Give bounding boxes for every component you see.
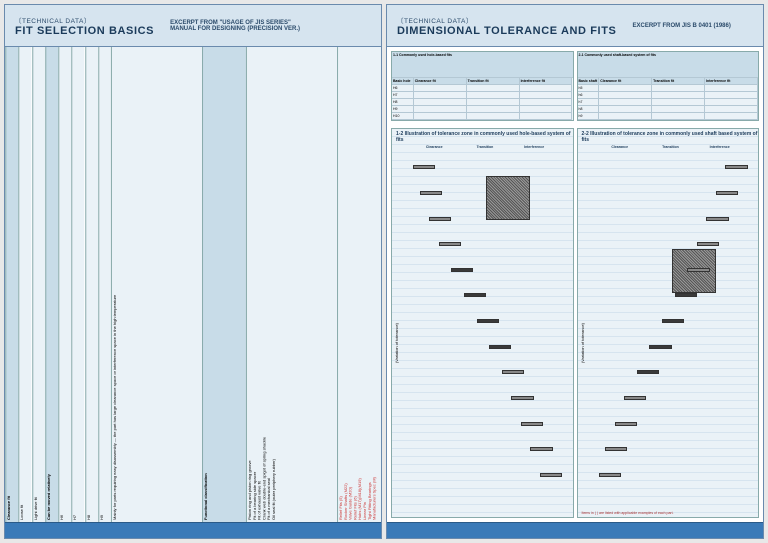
col-func: Functional classification xyxy=(202,47,246,522)
hole-fit-table: 1-1 Commonly used hole-based fits Basic … xyxy=(391,51,574,121)
col-h7: H7 xyxy=(71,47,84,522)
left-panel: 〔TECHNICAL DATA〕 FIT SELECTION BASICS EX… xyxy=(4,4,382,539)
left-content: Clearance fit Loose fit Light drive fit … xyxy=(5,47,381,522)
col-clearance-fit: Clearance fit xyxy=(5,47,18,522)
chart2-bars: Clearance Transition Interference xyxy=(596,147,755,513)
col-h8: H8 xyxy=(85,47,98,522)
right-panel: 〔TECHNICAL DATA〕 DIMENSIONAL TOLERANCE A… xyxy=(386,4,764,539)
col-app-ex: Piston ring and piston ring groove Fit o… xyxy=(246,47,337,522)
left-bracket: 〔TECHNICAL DATA〕 xyxy=(15,15,154,25)
col-h9: H9 xyxy=(98,47,111,522)
col-refs: Relief Fits (5) Rocker Shafts (M22) Valv… xyxy=(337,47,381,522)
col-h6: H6 xyxy=(58,47,71,522)
left-header: 〔TECHNICAL DATA〕 FIT SELECTION BASICS EX… xyxy=(5,5,381,47)
col-drive: Light drive fit xyxy=(32,47,45,522)
right-header: 〔TECHNICAL DATA〕 DIMENSIONAL TOLERANCE A… xyxy=(387,5,763,47)
tolerance-chart-hole: 1-2 Illustration of tolerance zone in co… xyxy=(391,128,574,518)
right-title: DIMENSIONAL TOLERANCE AND FITS xyxy=(397,25,616,37)
shaft-fit-table: 2-1 Commonly used shaft-based system of … xyxy=(577,51,760,121)
sec1-title: 1-1 Commonly used hole-based fits xyxy=(392,52,573,78)
left-sub2: MANUAL FOR DESIGNING (PRECISION VER.) xyxy=(170,26,300,32)
left-footer xyxy=(5,522,381,538)
chart-note: Items in ( ) are listed with applicable … xyxy=(582,511,674,515)
col-move: Can be moved relatively xyxy=(45,47,58,522)
right-sub: EXCERPT FROM JIS B 0401 (1986) xyxy=(632,23,730,29)
left-title: FIT SELECTION BASICS xyxy=(15,25,154,37)
right-footer xyxy=(387,522,763,538)
right-content: 1-1 Commonly used hole-based fits Basic … xyxy=(387,47,763,522)
chart1-bars: Clearance Transition Interference xyxy=(410,147,569,513)
col-loose: Loose fit xyxy=(18,47,31,522)
right-bracket: 〔TECHNICAL DATA〕 xyxy=(397,15,616,25)
col-app-part: Mainly for parts requiring easy disassem… xyxy=(111,47,202,522)
tolerance-chart-shaft: 2-2 Illustration of tolerance zone in co… xyxy=(577,128,760,518)
sec2-title: 2-1 Commonly used shaft-based system of … xyxy=(578,52,759,78)
